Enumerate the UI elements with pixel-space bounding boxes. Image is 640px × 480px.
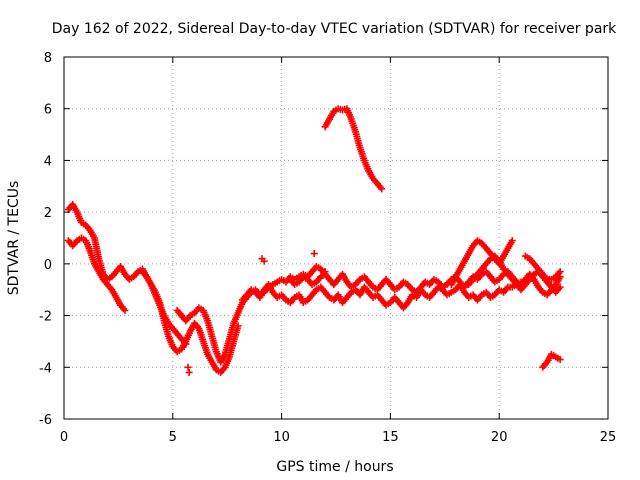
y-tick-label: -2	[39, 310, 52, 325]
data-point	[556, 356, 564, 364]
x-tick-label: 5	[169, 430, 177, 445]
y-tick-label: -6	[39, 413, 52, 428]
axis-ticks: 0 5 10 15 20 25 -6 -4 -2 0 2 4 6 8	[39, 51, 616, 445]
series-track-j	[321, 105, 386, 193]
data-point	[184, 363, 192, 371]
series-track-a	[64, 234, 129, 314]
y-tick-label: -4	[39, 361, 52, 376]
data-point	[121, 306, 129, 314]
series-track-k	[539, 350, 564, 371]
data-point	[185, 368, 193, 376]
data-point	[556, 268, 564, 276]
data-points	[64, 105, 564, 376]
data-point	[260, 257, 268, 265]
plot-frame	[63, 56, 609, 420]
series-isolated	[184, 250, 329, 376]
chart-title: Day 162 of 2022, Sidereal Day-to-day VTE…	[52, 21, 617, 37]
x-tick-label: 25	[600, 430, 617, 445]
y-tick-label: 8	[44, 51, 52, 66]
series-track-i	[521, 252, 564, 283]
data-point	[508, 237, 516, 245]
x-tick-label: 10	[273, 430, 290, 445]
series-track-b	[64, 200, 190, 348]
y-axis-label: SDTVAR / TECUs	[6, 181, 22, 296]
y-tick-label: 4	[44, 154, 52, 169]
y-tick-label: 2	[44, 206, 52, 221]
x-axis-label: GPS time / hours	[276, 459, 393, 475]
data-point	[321, 268, 329, 276]
x-tick-label: 20	[491, 430, 508, 445]
data-point	[556, 283, 564, 291]
data-point	[310, 250, 318, 258]
y-tick-label: 6	[44, 103, 52, 118]
data-point	[378, 185, 386, 193]
y-tick-label: 0	[44, 258, 52, 273]
series-track-c	[138, 268, 242, 376]
x-tick-label: 0	[60, 430, 68, 445]
x-tick-label: 15	[382, 430, 399, 445]
